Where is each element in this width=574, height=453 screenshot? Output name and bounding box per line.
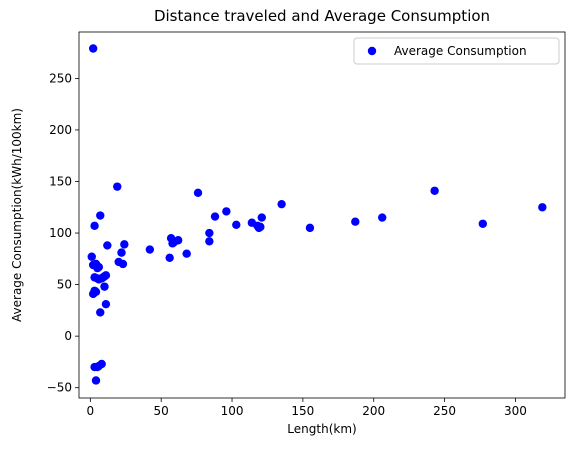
y-tick-label: 100 bbox=[49, 226, 72, 240]
data-point bbox=[91, 287, 101, 297]
x-tick-label: 200 bbox=[362, 404, 385, 418]
data-point bbox=[90, 221, 99, 231]
data-point bbox=[88, 44, 98, 53]
y-tick-label: 250 bbox=[49, 71, 72, 85]
legend: Average Consumption bbox=[353, 37, 560, 65]
y-axis-label: Average Consumption(kWh/100km) bbox=[10, 108, 24, 322]
x-tick-label: 250 bbox=[433, 404, 456, 418]
x-tick-label: 100 bbox=[221, 404, 244, 418]
legend-label: Average Consumption bbox=[394, 44, 527, 58]
x-tick-label: 300 bbox=[504, 404, 527, 418]
data-point bbox=[145, 245, 155, 254]
data-point bbox=[101, 271, 111, 280]
legend-marker bbox=[367, 46, 377, 56]
data-point bbox=[87, 252, 96, 261]
data-point bbox=[305, 223, 315, 233]
data-point bbox=[478, 219, 488, 228]
data-point bbox=[118, 259, 128, 269]
y-tick-label: 50 bbox=[57, 278, 72, 292]
x-axis: 0 50 100 150 200 250 300 bbox=[87, 398, 527, 418]
plot-frame bbox=[78, 31, 566, 399]
y-tick-label: 200 bbox=[49, 123, 72, 137]
data-point bbox=[91, 376, 101, 385]
y-tick-label: 0 bbox=[64, 329, 72, 343]
data-point bbox=[222, 207, 231, 216]
data-point bbox=[193, 188, 203, 198]
data-point bbox=[210, 212, 220, 221]
points-layer bbox=[87, 44, 547, 385]
data-point bbox=[257, 213, 266, 222]
x-tick-label: 50 bbox=[154, 404, 169, 418]
y-tick-label: 150 bbox=[49, 174, 72, 188]
data-point bbox=[378, 213, 387, 222]
data-point bbox=[277, 199, 286, 209]
x-tick-label: 0 bbox=[87, 404, 95, 418]
data-point bbox=[120, 240, 129, 249]
data-point bbox=[100, 282, 109, 291]
y-axis: −50 0 50 100 150 200 250 bbox=[47, 71, 79, 395]
y-tick-label: −50 bbox=[47, 381, 72, 395]
data-point bbox=[96, 308, 105, 317]
data-point bbox=[205, 228, 214, 238]
data-point bbox=[205, 237, 214, 246]
data-point bbox=[103, 241, 112, 250]
data-point bbox=[182, 249, 191, 258]
data-point bbox=[96, 211, 105, 220]
data-point bbox=[351, 217, 360, 226]
data-point bbox=[173, 236, 183, 245]
data-point bbox=[97, 359, 106, 369]
data-point bbox=[117, 248, 126, 257]
data-point bbox=[256, 222, 265, 232]
data-point bbox=[113, 182, 122, 191]
data-point bbox=[538, 203, 547, 212]
chart-title: Distance traveled and Average Consumptio… bbox=[154, 7, 490, 25]
x-axis-label: Length(km) bbox=[287, 422, 356, 436]
x-tick-label: 150 bbox=[291, 404, 314, 418]
data-point bbox=[232, 220, 241, 229]
data-point bbox=[165, 253, 174, 262]
legend-box bbox=[353, 37, 560, 65]
data-point bbox=[101, 299, 111, 309]
data-point bbox=[430, 186, 439, 195]
data-point bbox=[94, 262, 104, 272]
